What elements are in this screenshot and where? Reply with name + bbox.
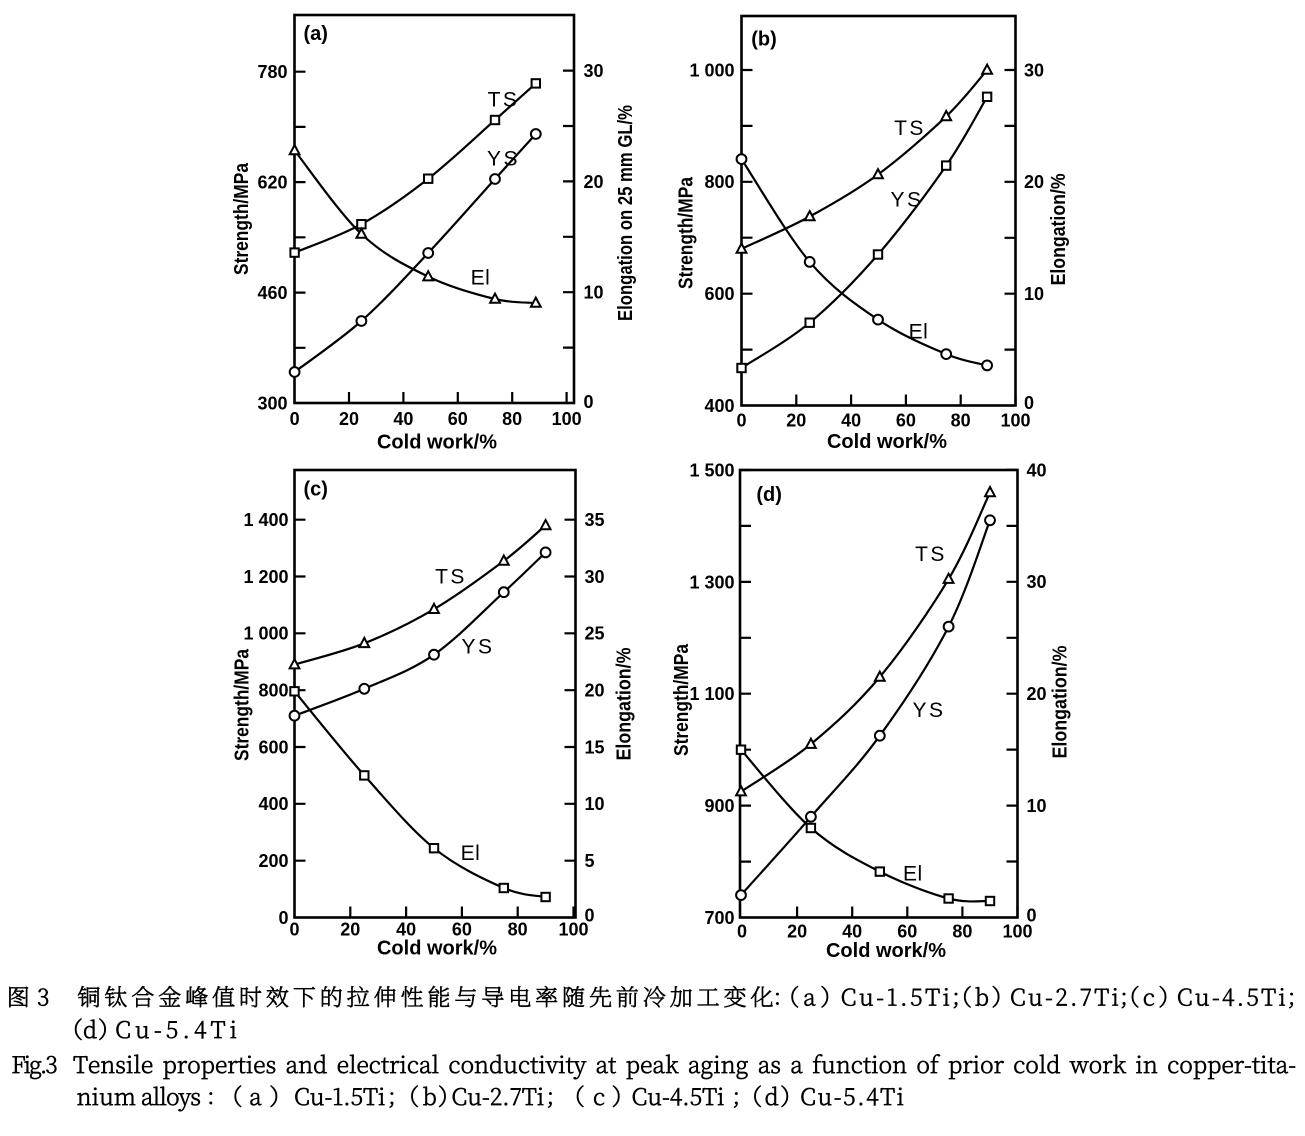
svg-text:YS: YS [461,636,494,659]
svg-text:1 100: 1 100 [689,684,734,704]
svg-text:20: 20 [584,172,604,192]
svg-text:20: 20 [585,681,605,701]
svg-text:200: 200 [258,851,288,871]
svg-text:100: 100 [1002,922,1032,942]
svg-text:El: El [461,842,481,865]
svg-text:40: 40 [841,411,861,431]
svg-text:1 200: 1 200 [243,567,288,587]
svg-text:YS: YS [487,148,520,171]
svg-text:Cold work/%: Cold work/% [377,938,497,960]
svg-text:Cold work/%: Cold work/% [827,431,947,453]
svg-text:80: 80 [952,922,972,942]
svg-text:20: 20 [786,411,806,431]
svg-text:0: 0 [1027,905,1037,925]
svg-text:20: 20 [1027,684,1047,704]
svg-text:15: 15 [585,737,605,757]
svg-text:(d): (d) [756,484,782,506]
svg-text:Elongation/%: Elongation/% [614,647,636,760]
svg-text:El: El [471,267,491,290]
svg-text:35: 35 [585,510,605,530]
svg-text:40: 40 [393,409,413,429]
svg-text:0: 0 [736,411,746,431]
svg-text:10: 10 [1027,796,1047,816]
svg-text:900: 900 [704,796,734,816]
svg-text:Elongation/%: Elongation/% [1050,645,1072,758]
svg-text:Elongation/%: Elongation/% [1048,173,1070,285]
svg-text:800: 800 [704,172,734,192]
svg-text:10: 10 [585,794,605,814]
svg-text:780: 780 [257,62,287,82]
svg-text:(c): (c) [304,479,328,501]
svg-text:1 400: 1 400 [243,510,288,530]
svg-text:10: 10 [584,283,604,303]
svg-text:30: 30 [1024,60,1044,80]
svg-text:TS: TS [435,566,467,589]
svg-text:60: 60 [448,409,468,429]
svg-text:(a): (a) [304,23,328,45]
svg-text:30: 30 [1027,572,1047,592]
svg-text:20: 20 [787,922,807,942]
svg-text:100: 100 [552,409,582,429]
svg-text:El: El [903,863,923,886]
svg-text:TS: TS [894,117,926,140]
svg-text:Strength/MPa: Strength/MPa [671,643,693,756]
svg-text:El: El [909,321,929,344]
svg-text:Cold work/%: Cold work/% [826,940,946,962]
svg-text:25: 25 [585,624,605,644]
svg-text:40: 40 [1027,460,1047,480]
svg-text:0: 0 [737,922,747,942]
svg-text:TS: TS [488,89,520,112]
svg-text:20: 20 [1024,172,1044,192]
svg-text:400: 400 [258,794,288,814]
svg-text:100: 100 [558,920,588,940]
svg-text:0: 0 [290,409,300,429]
svg-text:20: 20 [340,920,360,940]
svg-text:80: 80 [502,409,522,429]
svg-text:620: 620 [257,173,287,193]
svg-text:300: 300 [257,393,287,413]
svg-text:600: 600 [704,284,734,304]
svg-text:100: 100 [1000,411,1030,431]
svg-text:Strength/MPa: Strength/MPa [232,648,254,761]
svg-text:700: 700 [704,908,734,928]
svg-text:40: 40 [396,920,416,940]
svg-text:YS: YS [912,699,945,722]
svg-text:0: 0 [278,908,288,928]
svg-text:1 000: 1 000 [689,60,734,80]
svg-text:0: 0 [1024,393,1034,413]
svg-text:Strength/MPa: Strength/MPa [231,162,253,275]
svg-text:60: 60 [452,920,472,940]
svg-text:10: 10 [1024,284,1044,304]
svg-text:30: 30 [584,61,604,81]
svg-text:400: 400 [704,396,734,416]
svg-text:80: 80 [951,411,971,431]
svg-text:1 300: 1 300 [689,572,734,592]
svg-text:1 500: 1 500 [689,460,734,480]
svg-text:Strength/MPa: Strength/MPa [676,176,698,289]
svg-text:800: 800 [258,681,288,701]
svg-text:0: 0 [585,905,595,925]
svg-text:YS: YS [890,189,923,212]
svg-text:Elongation on 25 mm GL/%: Elongation on 25 mm GL/% [615,105,637,321]
svg-text:20: 20 [339,409,359,429]
svg-text:0: 0 [584,392,594,412]
svg-text:60: 60 [897,922,917,942]
svg-text:(b): (b) [751,29,777,51]
svg-text:60: 60 [896,411,916,431]
svg-text:30: 30 [585,567,605,587]
svg-text:460: 460 [257,283,287,303]
svg-text:1 000: 1 000 [243,624,288,644]
svg-text:5: 5 [585,851,595,871]
svg-text:40: 40 [842,922,862,942]
svg-text:Cold work/%: Cold work/% [377,432,497,454]
svg-text:80: 80 [508,920,528,940]
svg-text:600: 600 [258,737,288,757]
svg-text:0: 0 [289,920,299,940]
svg-text:TS: TS [915,543,947,566]
